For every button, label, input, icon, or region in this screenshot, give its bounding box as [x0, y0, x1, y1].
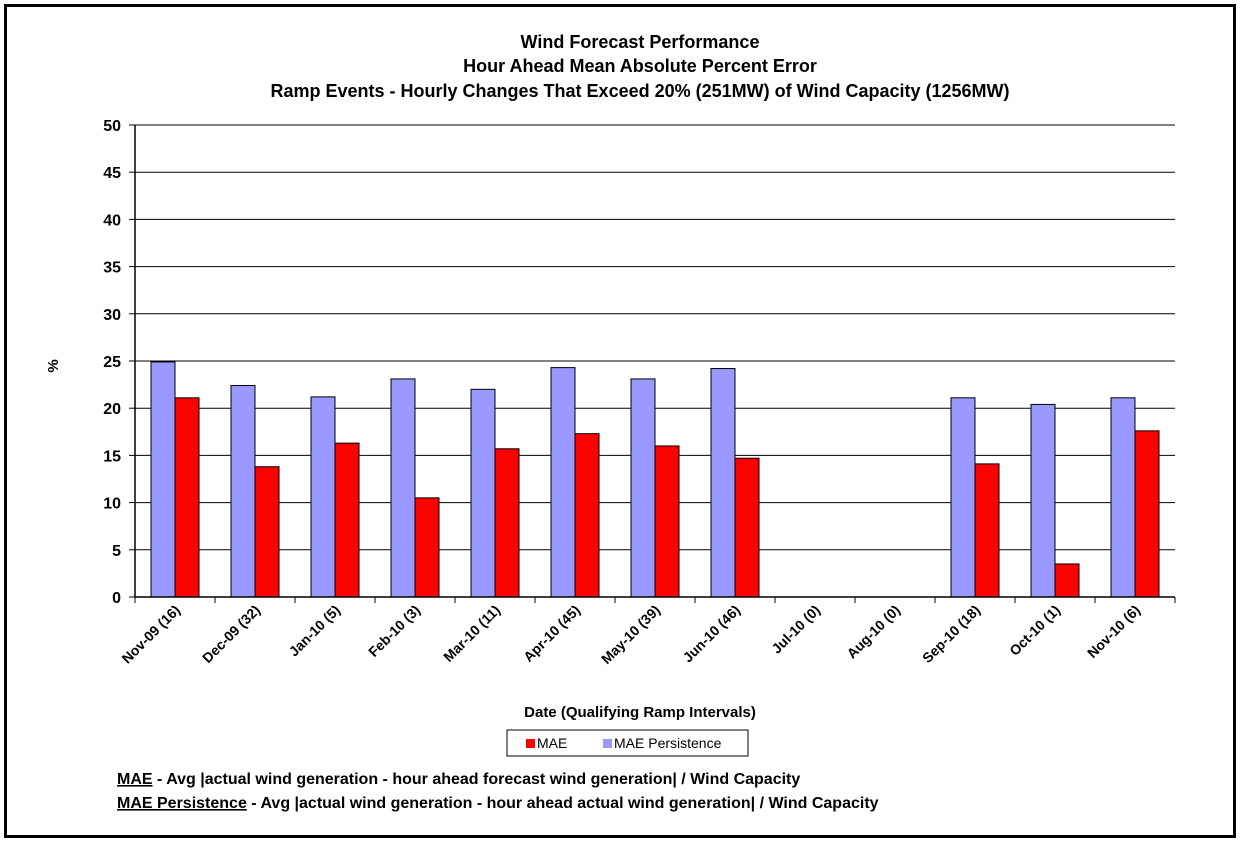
x-tick-labels: Nov-09 (16) Dec-09 (32) Jan-10 (5) Feb-10 (… [118, 602, 1143, 667]
bar-mae-persistence [710, 368, 736, 598]
bar-mae [1054, 563, 1080, 598]
bar-mae-persistence [1110, 397, 1136, 598]
x-tick-label: Nov-10 (6) [1084, 602, 1143, 661]
bar-mae [734, 457, 760, 598]
definitions: MAE - Avg |actual wind generation - hour… [117, 771, 879, 812]
title-line-1: Wind Forecast Performance [521, 32, 760, 52]
x-tick-label: Apr-10 (45) [520, 602, 583, 665]
bar-mae [654, 445, 680, 598]
bar-mae-persistence [150, 361, 176, 598]
title-line-2: Hour Ahead Mean Absolute Percent Error [463, 56, 817, 76]
bar-mae [254, 466, 280, 598]
axes [129, 124, 1176, 603]
legend-box [506, 729, 749, 757]
bar-mae [974, 463, 1000, 598]
x-axis-label: Date (Qualifying Ramp Intervals) [524, 704, 756, 721]
bar-mae-persistence [950, 397, 976, 598]
y-tick-label: 35 [103, 260, 121, 277]
definition-mae: MAE - Avg |actual wind generation - hour… [117, 771, 800, 788]
y-tick-label: 40 [103, 212, 121, 229]
x-tick-label: Mar-10 (11) [440, 602, 503, 665]
legend-label-mae-persistence: MAE Persistence [614, 735, 722, 751]
y-tick-label: 45 [103, 165, 121, 182]
bar-mae [174, 397, 200, 598]
x-tick-label: Jul-10 (0) [768, 602, 823, 657]
legend-swatch-mae-persistence [603, 739, 612, 748]
y-tick-label: 50 [103, 118, 121, 135]
y-tick-label: 10 [103, 496, 121, 513]
bar-mae-persistence [310, 396, 336, 598]
x-tick-label: Feb-10 (3) [365, 602, 423, 660]
y-tick-labels: 0 5 10 15 20 25 30 35 40 45 50 [103, 118, 121, 607]
gridlines [135, 124, 1175, 551]
bars [150, 361, 1160, 598]
definition-text-mae: - Avg |actual wind generation - hour ahe… [153, 771, 801, 788]
bar-mae [1134, 430, 1160, 598]
bar-mae-persistence [390, 378, 416, 598]
y-tick-label: 15 [103, 448, 121, 465]
y-tick-label: 0 [112, 590, 121, 607]
definition-term-mae: MAE [117, 771, 153, 788]
y-tick-label: 5 [112, 543, 121, 560]
bar-mae-persistence [1030, 403, 1056, 598]
x-tick-label: Jan-10 (5) [286, 602, 344, 660]
x-tick-label: Aug-10 (0) [843, 602, 903, 662]
definition-text-mae-persistence: - Avg |actual wind generation - hour ahe… [247, 795, 879, 812]
bar-mae-persistence [550, 367, 576, 598]
legend-swatch-mae [526, 739, 535, 748]
x-tick-label: Oct-10 (1) [1006, 602, 1063, 659]
bar-mae [414, 497, 440, 598]
chart-title: Wind Forecast Performance Hour Ahead Mea… [271, 32, 1010, 101]
legend: MAE MAE Persistence [506, 729, 749, 757]
y-axis-label: % [45, 359, 62, 372]
definition-mae-persistence: MAE Persistence - Avg |actual wind gener… [117, 795, 879, 812]
y-tick-label: 20 [103, 401, 121, 418]
x-tick-label: May-10 (39) [598, 602, 663, 667]
y-tick-label: 30 [103, 307, 121, 324]
bar-mae [334, 442, 360, 598]
bar-mae-persistence [230, 385, 256, 598]
bar-mae-persistence [470, 388, 496, 598]
bar-mae [574, 433, 600, 598]
bar-mae [494, 448, 520, 598]
y-tick-label: 25 [103, 354, 121, 371]
x-tick-label: Nov-09 (16) [118, 602, 183, 667]
title-line-3: Ramp Events - Hourly Changes That Exceed… [271, 81, 1010, 101]
definition-term-mae-persistence: MAE Persistence [117, 795, 247, 812]
x-tick-label: Sep-10 (18) [919, 602, 983, 666]
bar-mae-persistence [630, 378, 656, 598]
x-tick-label: Jun-10 (46) [680, 602, 744, 666]
x-tick-label: Dec-09 (32) [199, 602, 263, 666]
legend-label-mae: MAE [537, 735, 567, 751]
